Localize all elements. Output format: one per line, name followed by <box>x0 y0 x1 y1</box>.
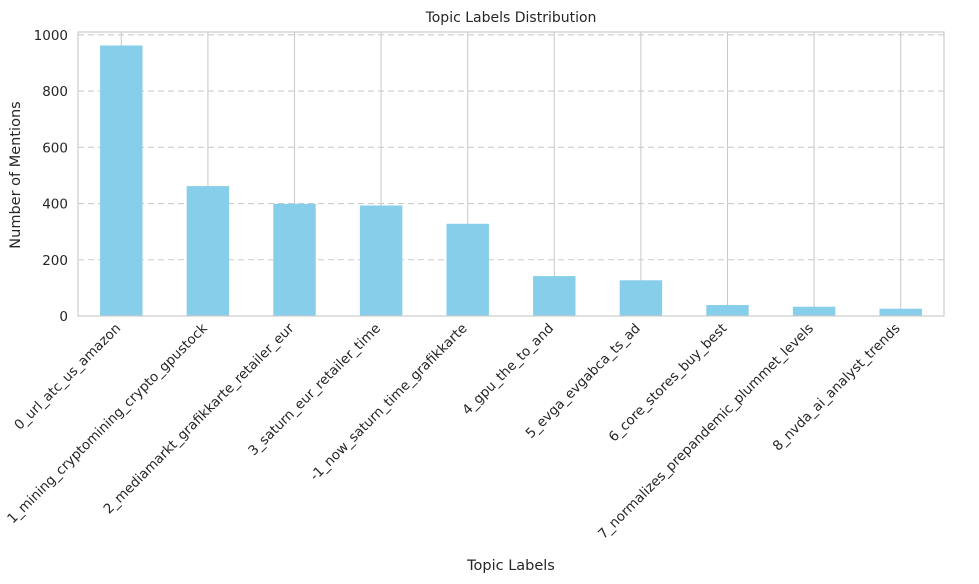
bar <box>446 223 489 316</box>
y-tick-label: 1000 <box>34 28 68 44</box>
bar <box>359 205 403 316</box>
y-tick-label: 400 <box>42 197 68 213</box>
plot-frame <box>77 31 945 317</box>
y-tick-label: 200 <box>42 253 68 269</box>
y-tick-label: 600 <box>42 140 68 156</box>
y-tick-label: 0 <box>59 309 68 325</box>
y-axis-ticks: 0 200 400 600 800 1000 <box>34 28 68 325</box>
bar <box>186 186 230 316</box>
bar <box>533 276 576 316</box>
bar <box>273 203 316 316</box>
y-axis-label: Number of Mentions <box>8 101 24 248</box>
chart-title: Topic Labels Distribution <box>425 10 597 26</box>
x-axis-label: Topic Labels <box>466 558 555 574</box>
y-tick-label: 800 <box>42 84 68 100</box>
bar <box>879 308 922 316</box>
bar <box>100 45 143 316</box>
bar <box>619 280 663 316</box>
bars-layer <box>100 45 922 316</box>
bar <box>792 306 836 316</box>
bar <box>706 305 749 316</box>
